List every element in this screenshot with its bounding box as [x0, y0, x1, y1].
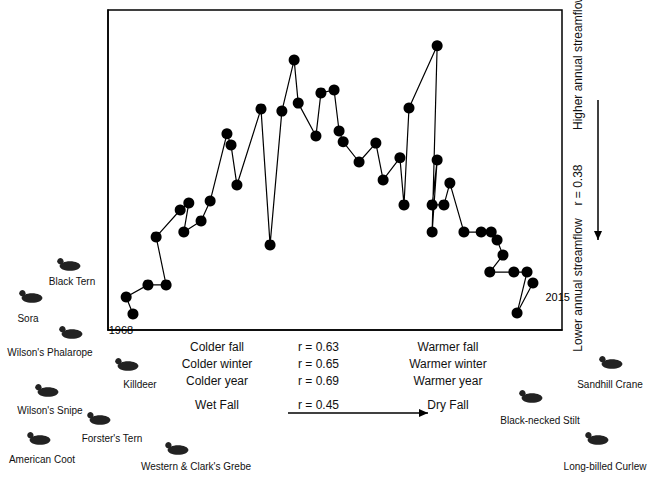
svg-text:Colder winter: Colder winter	[182, 357, 253, 371]
svg-text:r = 0.63: r = 0.63	[298, 340, 339, 354]
svg-text:Warmer winter: Warmer winter	[409, 357, 487, 371]
svg-text:American Coot: American Coot	[9, 454, 75, 465]
svg-text:Killdeer: Killdeer	[123, 379, 157, 390]
svg-text:Wilson's Snipe: Wilson's Snipe	[17, 405, 83, 416]
svg-text:Sandhill Crane: Sandhill Crane	[577, 379, 643, 390]
svg-text:Black Tern: Black Tern	[49, 276, 96, 287]
svg-text:Dry Fall: Dry Fall	[427, 398, 468, 412]
svg-text:r = 0.69: r = 0.69	[298, 374, 339, 388]
svg-text:r = 0.45: r = 0.45	[298, 398, 339, 412]
svg-text:1968: 1968	[109, 324, 133, 336]
svg-text:Warmer year: Warmer year	[414, 374, 483, 388]
svg-text:Lower annual streamflow: Lower annual streamflow	[571, 218, 585, 352]
svg-text:r = 0.38: r = 0.38	[571, 164, 585, 205]
svg-text:2015: 2015	[545, 291, 569, 303]
svg-text:r = 0.65: r = 0.65	[298, 357, 339, 371]
svg-text:Forster's Tern: Forster's Tern	[82, 433, 143, 444]
svg-text:Sora: Sora	[17, 313, 39, 324]
svg-text:Wilson's Phalarope: Wilson's Phalarope	[7, 347, 93, 358]
svg-text:Western & Clark's Grebe: Western & Clark's Grebe	[141, 461, 252, 472]
svg-text:Black-necked Stilt: Black-necked Stilt	[500, 415, 580, 426]
svg-text:Colder year: Colder year	[186, 374, 248, 388]
svg-text:Higher annual streamflow: Higher annual streamflow	[571, 0, 585, 130]
svg-text:Long-billed Curlew: Long-billed Curlew	[564, 461, 648, 472]
svg-text:Warmer fall: Warmer fall	[418, 340, 479, 354]
svg-text:Wet Fall: Wet Fall	[195, 398, 239, 412]
svg-text:Colder fall: Colder fall	[190, 340, 244, 354]
